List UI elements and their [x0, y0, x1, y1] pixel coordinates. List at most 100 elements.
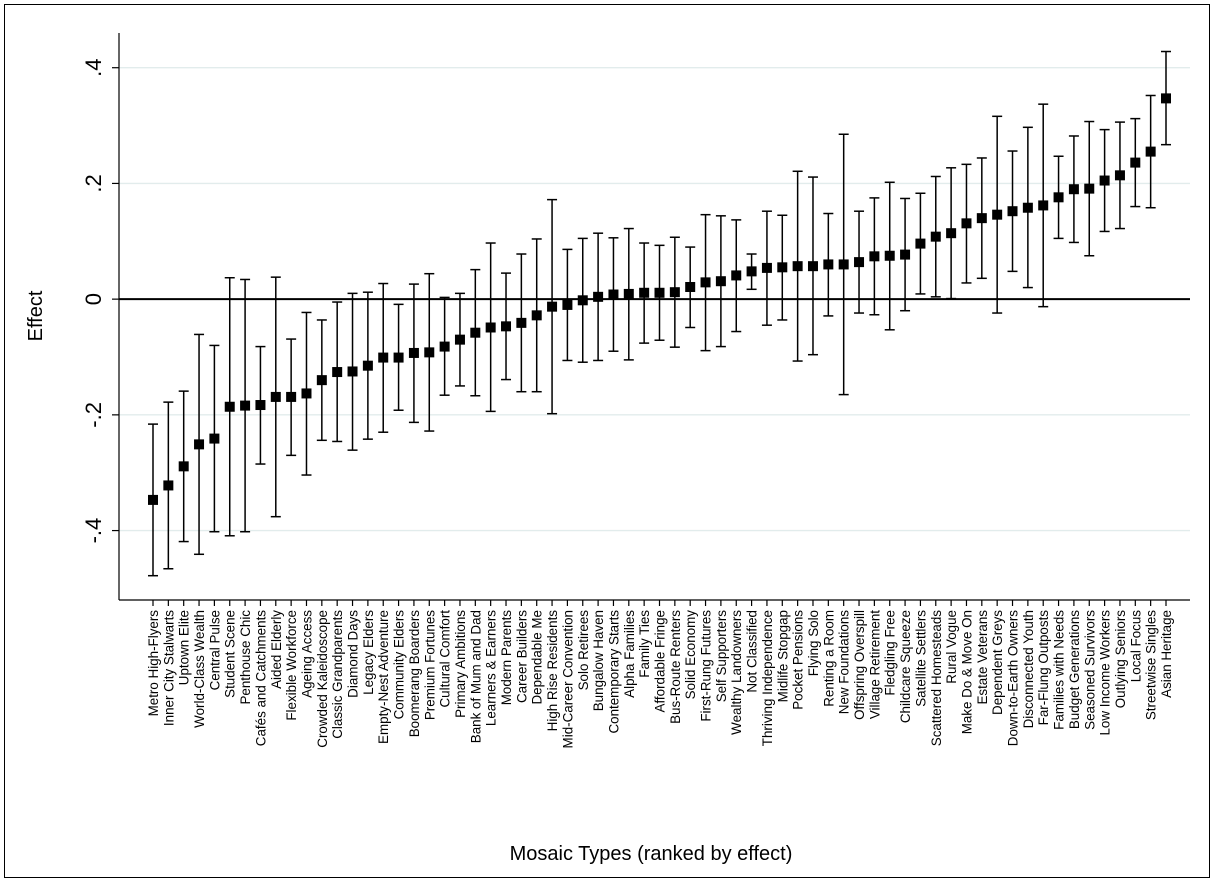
x-tick-label: Cultural Comfort	[438, 610, 453, 708]
point-estimate-marker	[577, 295, 588, 306]
x-tick-label: Bus-Route Renters	[668, 610, 683, 724]
x-tick-label: New Foundations	[837, 610, 852, 715]
x-tick-label: Flying Solo	[806, 610, 821, 676]
x-tick-label: Penthouse Chic	[238, 610, 253, 705]
x-tick-label: Solid Economy	[683, 610, 698, 700]
x-tick-label: Outlying Seniors	[1113, 610, 1128, 709]
y-tick-label: -.4	[81, 518, 106, 544]
x-tick-label: Legacy Elders	[361, 610, 376, 695]
x-tick-label: World-Class Wealth	[192, 610, 207, 728]
point-estimate-marker	[562, 299, 573, 310]
point-estimate-marker	[1130, 157, 1141, 168]
point-estimate-marker	[163, 480, 174, 491]
point-estimate-marker	[731, 270, 742, 281]
point-estimate-marker	[470, 327, 481, 338]
grid-layer	[119, 67, 1190, 532]
y-tick-label: .4	[81, 59, 106, 77]
x-tick-label: Metro High-Flyers	[146, 610, 161, 717]
point-estimate-marker	[639, 287, 650, 298]
point-estimate-marker	[547, 301, 558, 312]
point-estimate-marker	[838, 259, 849, 270]
x-tick-label: High Rise Residents	[545, 610, 560, 732]
y-tick-label: -.2	[81, 402, 106, 428]
y-axis-title: Effect	[25, 290, 47, 341]
x-tick-label: Flexible Workforce	[284, 610, 299, 721]
point-estimate-marker	[485, 322, 496, 333]
point-estimate-marker	[685, 281, 696, 292]
x-tick-label: Bank of Mum and Dad	[468, 610, 483, 743]
point-estimate-marker	[792, 261, 803, 272]
point-estimate-marker	[930, 231, 941, 242]
point-estimate-marker	[746, 266, 757, 277]
y-tick-label: 0	[81, 293, 106, 305]
x-tick-label: Pocket Pensions	[791, 610, 806, 710]
point-estimate-marker	[761, 262, 772, 273]
point-estimate-marker	[148, 494, 158, 505]
point-estimate-marker	[807, 261, 818, 272]
point-estimate-marker	[992, 209, 1003, 220]
point-estimate-marker	[593, 291, 604, 302]
point-estimate-marker	[1161, 93, 1171, 104]
point-estimate-marker	[501, 321, 512, 332]
point-estimate-marker	[623, 288, 634, 299]
x-tick-label: Dependable Me	[530, 610, 545, 705]
x-tick-label: Seasoned Survivors	[1082, 610, 1097, 730]
axis-layer	[118, 33, 1190, 601]
y-ticks: .4 .2 0 -.2 -.4	[81, 59, 119, 544]
x-tick-label: Scattered Homesteads	[929, 610, 944, 747]
point-estimate-marker	[1084, 183, 1095, 194]
x-tick-label: Mid-Career Convention	[560, 610, 575, 748]
x-ticks: Metro High-Flyers Inner City Stalwarts Upt…	[146, 600, 1174, 748]
point-estimate-marker	[854, 257, 865, 268]
x-tick-label: Bungalow Haven	[591, 610, 606, 711]
x-tick-label: Crowded Kaleidoscope	[315, 610, 330, 748]
point-estimate-marker	[316, 375, 327, 386]
point-estimate-marker	[1114, 170, 1125, 181]
x-tick-label: Classic Grandparents	[330, 610, 345, 739]
x-tick-label: Family Ties	[637, 610, 652, 678]
point-estimate-marker	[700, 277, 711, 288]
x-tick-label: Student Scene	[223, 610, 238, 698]
point-estimate-marker	[1007, 206, 1018, 217]
point-estimate-marker	[224, 401, 235, 412]
point-estimate-marker	[194, 439, 205, 450]
point-estimate-marker	[669, 287, 680, 298]
point-estimate-marker	[393, 352, 404, 363]
point-estimate-marker	[454, 334, 465, 345]
x-tick-label: Down-to-Earth Owners	[1006, 610, 1021, 746]
y-tick-label: .2	[81, 174, 106, 192]
point-estimate-marker	[408, 347, 419, 358]
x-tick-label: Satellite Settlers	[913, 610, 928, 707]
point-estimate-marker	[209, 433, 220, 444]
point-estimate-marker	[900, 249, 911, 260]
x-tick-label: Self Supporters	[714, 610, 729, 703]
x-tick-label: Offspring Overspill	[852, 610, 867, 720]
x-tick-label: Learners & Earners	[484, 610, 499, 726]
point-estimates	[148, 93, 1171, 505]
x-tick-label: Cafés and Catchments	[253, 610, 268, 747]
x-tick-label: Dependent Greys	[990, 610, 1005, 715]
point-estimate-marker	[884, 250, 895, 261]
point-estimate-marker	[1022, 202, 1033, 213]
x-tick-label: Diamond Days	[346, 610, 361, 698]
x-tick-label: Childcare Squeeze	[898, 610, 913, 723]
x-tick-label: Village Retirement	[867, 610, 882, 719]
x-tick-label: Inner City Stalwarts	[161, 610, 176, 726]
point-estimate-marker	[424, 347, 435, 358]
x-tick-label: Affordable Fringe	[653, 610, 668, 712]
point-estimate-marker	[178, 461, 189, 472]
point-estimate-marker	[915, 238, 926, 249]
x-tick-label: Asian Heritage	[1159, 610, 1174, 698]
point-estimate-marker	[439, 341, 450, 352]
x-tick-label: First-Rung Futures	[699, 610, 714, 722]
point-estimate-marker	[531, 310, 542, 321]
x-tick-label: Boomerang Boarders	[407, 610, 422, 738]
point-estimate-marker	[240, 400, 251, 411]
point-estimate-marker	[823, 259, 834, 270]
x-tick-label: Premium Fortunes	[422, 610, 437, 720]
point-estimate-marker	[715, 276, 726, 287]
x-tick-label: Rural Vogue	[944, 610, 959, 684]
chart-frame	[4, 4, 1210, 878]
x-tick-label: Renting a Room	[821, 610, 836, 707]
